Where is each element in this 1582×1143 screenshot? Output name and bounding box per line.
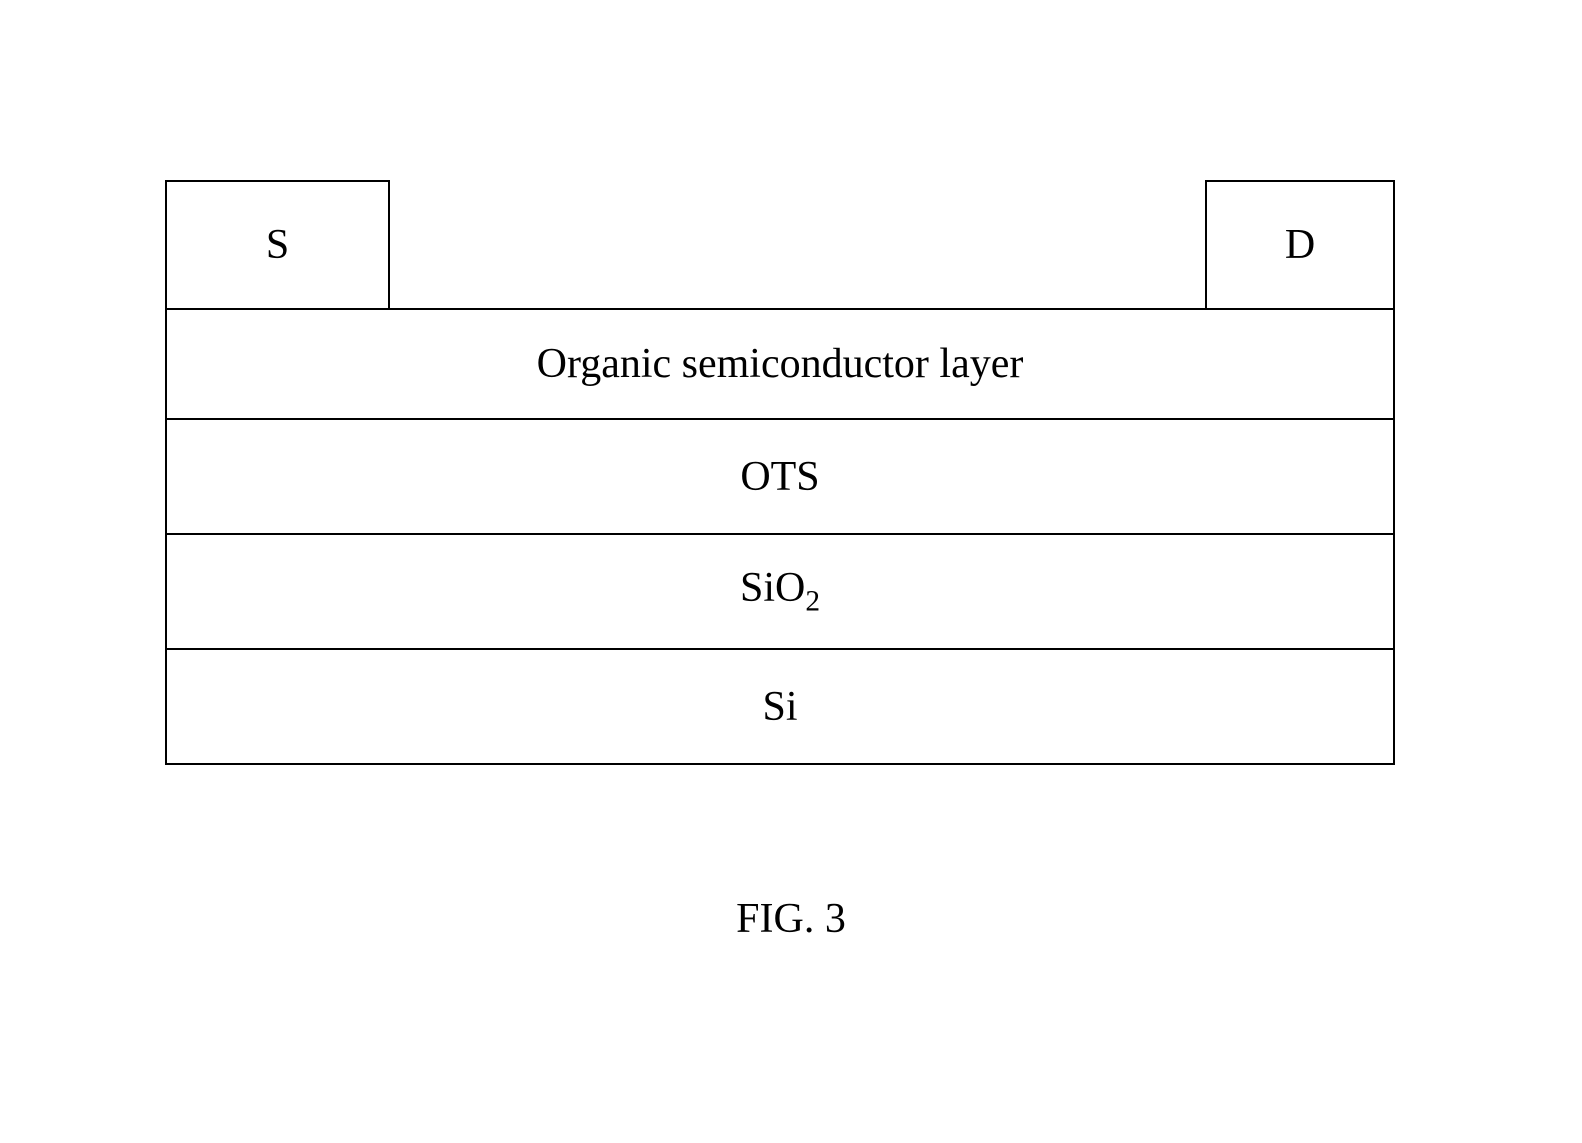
transistor-layer-diagram: S D Organic semiconductor layer OTS SiO2…: [165, 180, 1395, 765]
source-electrode: S: [165, 180, 390, 310]
electrode-row: S D: [165, 180, 1395, 310]
source-label: S: [266, 221, 289, 269]
figure-caption: FIG. 3: [0, 895, 1582, 943]
si-layer-label: Si: [762, 683, 797, 731]
sio2-layer-label: SiO2: [740, 564, 820, 618]
ots-layer: OTS: [165, 420, 1395, 535]
drain-electrode: D: [1205, 180, 1395, 310]
drain-label: D: [1285, 221, 1315, 269]
si-layer: Si: [165, 650, 1395, 765]
organic-layer-label: Organic semiconductor layer: [537, 340, 1024, 388]
sio2-layer: SiO2: [165, 535, 1395, 650]
organic-semiconductor-layer: Organic semiconductor layer: [165, 310, 1395, 420]
electrode-gap: [390, 180, 1205, 310]
caption-text: FIG. 3: [736, 896, 846, 942]
ots-layer-label: OTS: [740, 453, 819, 501]
